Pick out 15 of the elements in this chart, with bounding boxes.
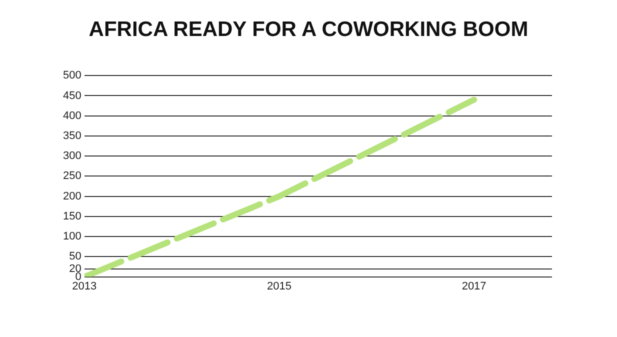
x-tick-label: 2013 bbox=[72, 280, 97, 292]
y-tick-label: 150 bbox=[62, 210, 82, 222]
chart-title: AFRICA READY FOR A COWORKING BOOM bbox=[88, 18, 530, 42]
y-tick-label: 250 bbox=[62, 170, 82, 182]
y-tick-label: 400 bbox=[62, 110, 82, 122]
y-tick-label: 100 bbox=[62, 230, 82, 243]
x-tick-label: 2015 bbox=[266, 280, 292, 292]
y-tick-label: 0 bbox=[75, 270, 82, 283]
y-tick-label: 450 bbox=[62, 90, 82, 102]
x-tick-label: 2017 bbox=[462, 280, 486, 292]
y-tick-label: 500 bbox=[62, 70, 82, 82]
y-tick-label: 300 bbox=[62, 150, 82, 162]
y-tick-label: 50 bbox=[69, 250, 82, 263]
y-tick-label: 200 bbox=[62, 190, 82, 202]
y-tick-label: 350 bbox=[62, 130, 82, 142]
